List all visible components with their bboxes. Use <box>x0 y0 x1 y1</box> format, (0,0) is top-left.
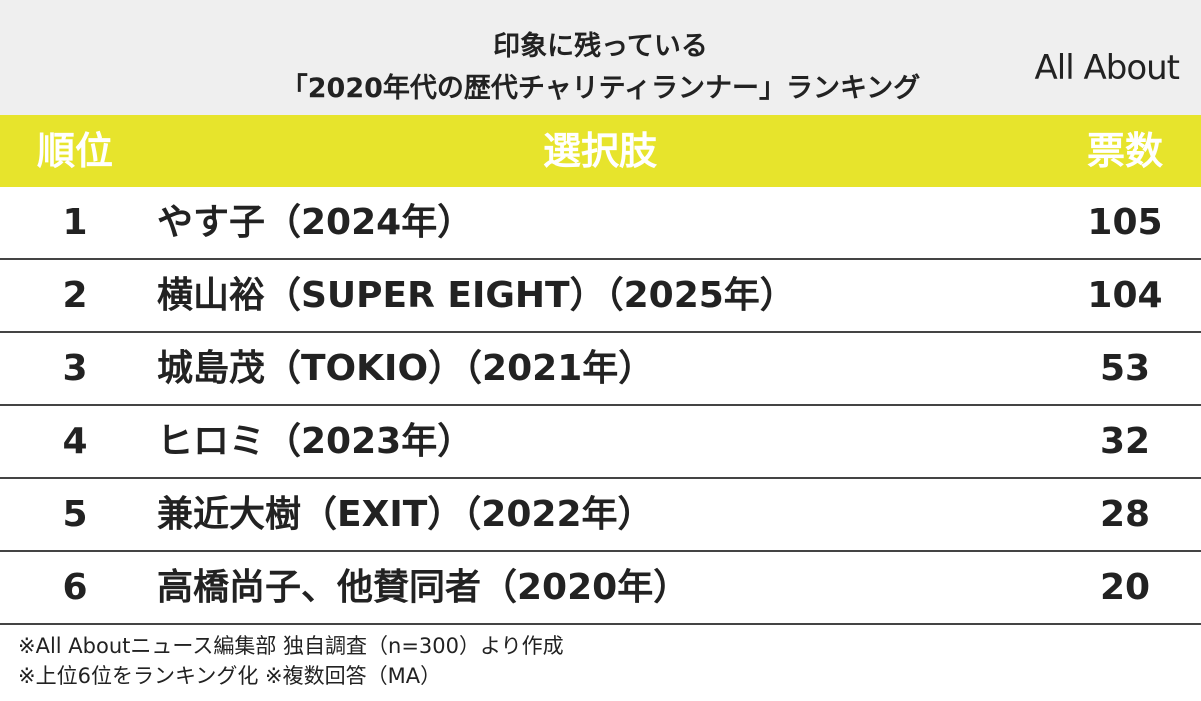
table-row: 6 高橋尚子、他賛同者（2020年） 20 <box>0 552 1201 625</box>
choice: ヒロミ（2023年） <box>157 421 474 462</box>
rank: 3 <box>62 348 88 389</box>
votes: 32 <box>1099 421 1151 462</box>
table-row: 4 ヒロミ（2023年） 32 <box>0 406 1201 479</box>
footnote: ※All Aboutニュース編集部 独自調査（n=300）より作成 <box>18 634 564 658</box>
column-header: 選択肢 <box>542 129 657 173</box>
column-header: 順位 <box>36 129 113 173</box>
rank: 2 <box>62 275 88 316</box>
votes: 28 <box>1099 494 1151 535</box>
votes: 20 <box>1099 567 1151 608</box>
title-line: 「2020年代の歴代チャリティランナー」ランキング <box>280 73 921 104</box>
choice: やす子（2024年） <box>157 202 474 243</box>
rank: 6 <box>62 567 88 608</box>
choice: 横山裕（SUPER EIGHT）（2025年） <box>157 275 796 316</box>
header: 印象に残っている 「2020年代の歴代チャリティランナー」ランキング All A… <box>0 0 1201 115</box>
choice: 兼近大樹（EXIT）（2022年） <box>157 494 654 535</box>
table-row: 5 兼近大樹（EXIT）（2022年） 28 <box>0 479 1201 552</box>
rank: 5 <box>62 494 88 535</box>
logo: All About <box>1034 48 1180 88</box>
title-line: 印象に残っている <box>493 31 708 62</box>
table-row: 2 横山裕（SUPER EIGHT）（2025年） 104 <box>0 260 1201 333</box>
choice: 城島茂（TOKIO）（2021年） <box>157 348 655 389</box>
votes: 104 <box>1087 275 1163 316</box>
table-row: 3 城島茂（TOKIO）（2021年） 53 <box>0 333 1201 406</box>
table-row: 1 やす子（2024年） 105 <box>0 187 1201 260</box>
choice: 高橋尚子、他賛同者（2020年） <box>157 567 690 608</box>
column-header: 票数 <box>1086 129 1163 173</box>
rank: 1 <box>62 202 88 243</box>
votes: 105 <box>1087 202 1163 243</box>
table-header: 順位 選択肢 票数 <box>0 115 1201 187</box>
footnote: ※上位6位をランキング化 ※複数回答（MA） <box>18 664 442 688</box>
rank: 4 <box>62 421 88 462</box>
votes: 53 <box>1099 348 1151 389</box>
